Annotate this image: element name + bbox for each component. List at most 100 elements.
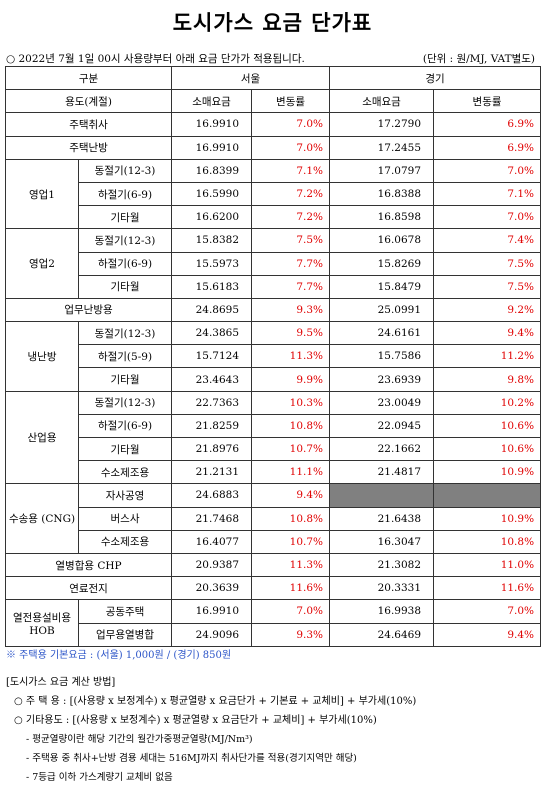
seoul-change: 7.7%: [251, 251, 331, 276]
gg-change: 10.2%: [433, 390, 542, 415]
seoul-rate: 16.4077: [171, 529, 253, 554]
season-label: 기타월: [77, 274, 173, 299]
season-label: 기타월: [77, 205, 173, 230]
gg-change: 11.0%: [433, 552, 542, 578]
gg-rate: 21.4817: [329, 460, 435, 485]
seoul-rate: 15.6183: [171, 274, 253, 299]
season-label: 동절기(12-3): [77, 228, 173, 253]
gg-change: 7.1%: [433, 181, 542, 207]
calc-heading: [도시가스 요금 계산 방법]: [6, 676, 116, 688]
gg-change: 9.4%: [433, 321, 542, 346]
seoul-change: 7.5%: [251, 228, 331, 253]
unit-label: (단위 : 원/MJ, VAT별도): [422, 53, 535, 65]
seoul-change: 9.5%: [251, 321, 331, 346]
gg-rate: 15.8479: [329, 274, 435, 299]
seoul-change: 7.7%: [251, 274, 331, 299]
header-seoul-change: 변동률: [251, 89, 331, 114]
gg-change-empty: [433, 483, 542, 508]
header-category: 구분: [4, 65, 173, 91]
table-row: 주택취사 16.9910 7.0% 17.2790 6.9%: [4, 112, 542, 137]
gg-change: 10.6%: [433, 436, 542, 462]
gg-rate: 15.8269: [329, 251, 435, 276]
seoul-rate: 16.9910: [171, 599, 253, 624]
season-label: 하절기(6-9): [77, 251, 173, 276]
gg-rate: 17.2455: [329, 135, 435, 160]
gg-change: 7.5%: [433, 251, 542, 276]
table-row: 수소제조용 16.4077 10.7% 16.3047 10.8%: [6, 529, 542, 554]
table-row: 하절기(6-9) 15.5973 7.7% 15.8269 7.5%: [6, 251, 542, 276]
header-seoul: 서울: [171, 65, 331, 91]
table-row: 주택난방 16.9910 7.0% 17.2455 6.9%: [4, 135, 542, 160]
season-label: 하절기(5-9): [77, 344, 173, 369]
seoul-change: 7.2%: [251, 181, 331, 207]
seoul-rate: 16.9910: [171, 135, 253, 160]
seoul-rate: 20.9387: [171, 552, 253, 578]
seoul-change: 7.1%: [251, 158, 331, 183]
usage-label: 업무난방용: [4, 297, 173, 323]
gg-rate: 20.3331: [329, 576, 435, 601]
seoul-change: 9.3%: [251, 622, 331, 647]
seoul-change: 7.0%: [251, 135, 331, 160]
gg-change: 9.2%: [433, 297, 542, 323]
gg-change: 7.0%: [433, 158, 542, 183]
season-label: 하절기(6-9): [77, 413, 173, 439]
calc-method: [도시가스 요금 계산 방법] ○ 주 택 용 : [(사용량 x 보정계수) …: [0, 673, 545, 787]
season-label: 기타월: [77, 436, 173, 462]
gg-rate: 25.0991: [329, 297, 435, 323]
seoul-change: 7.2%: [251, 205, 331, 230]
table-row: 수소제조용 21.2131 11.1% 21.4817 10.9%: [6, 460, 542, 485]
season-label: 하절기(6-9): [77, 181, 173, 207]
season-label: 버스사: [77, 506, 173, 531]
group-label: 영업1: [5, 158, 79, 230]
gg-change: 10.6%: [433, 413, 542, 439]
seoul-change: 10.7%: [251, 436, 331, 462]
season-label: 기타월: [77, 367, 173, 392]
basic-fee-note: ※ 주택용 기본요금 : (서울) 1,000원 / (경기) 850원: [6, 649, 232, 661]
usage-label: 주택난방: [4, 135, 173, 160]
season-label: 수소제조용: [77, 529, 173, 554]
table-row: 업무난방용 24.8695 9.3% 25.0991 9.2%: [4, 297, 542, 323]
table-row: 하절기(6-9) 21.8259 10.8% 22.0945 10.6%: [6, 413, 542, 439]
seoul-change: 11.6%: [251, 576, 331, 601]
header-seoul-retail: 소매요금: [171, 89, 253, 114]
seoul-change: 9.3%: [251, 297, 331, 323]
seoul-change: 10.8%: [251, 413, 331, 439]
table-row: 버스사 21.7468 10.8% 21.6438 10.9%: [6, 506, 542, 531]
seoul-change: 9.9%: [251, 367, 331, 392]
table-row: 냉난방 동절기(12-3) 24.3865 9.5% 24.6161 9.4%: [5, 321, 542, 392]
seoul-rate: 15.5973: [171, 251, 253, 276]
gg-rate: 16.9938: [329, 599, 435, 624]
usage-label: 주택취사: [4, 112, 173, 137]
gg-rate: 17.2790: [329, 112, 435, 137]
gg-change: 6.9%: [433, 135, 542, 160]
group-label: 냉난방: [5, 321, 79, 392]
header-gyeonggi: 경기: [329, 65, 542, 91]
table-row: 기타월 23.4643 9.9% 23.6939 9.8%: [6, 367, 542, 392]
gg-rate: 17.0797: [329, 158, 435, 183]
gg-rate: 21.6438: [329, 506, 435, 531]
gg-rate: 15.7586: [329, 344, 435, 369]
seoul-rate: 20.3639: [171, 576, 253, 601]
gg-rate: 21.3082: [329, 552, 435, 578]
seoul-change: 9.4%: [251, 483, 331, 508]
seoul-rate: 16.5990: [171, 181, 253, 207]
table-row: 연료전지 20.3639 11.6% 20.3331 11.6%: [4, 576, 542, 601]
season-label: 공동주택: [77, 599, 173, 624]
calc-note-cooking: - 주택용 중 취사+난방 겸용 세대는 516MJ까지 취사단가를 적용(경기…: [26, 752, 357, 764]
seoul-rate: 24.3865: [171, 321, 253, 346]
notice-line: ○ 2022년 7월 1일 00시 사용량부터 아래 요금 단가가 적용됩니다.…: [0, 52, 545, 66]
seoul-rate: 21.7468: [171, 506, 253, 531]
calc-other: ○ 기타용도 : [(사용량 x 보정계수) x 평균열량 x 요금단가 + 교…: [14, 714, 377, 726]
gg-change: 11.6%: [433, 576, 542, 601]
seoul-change: 7.0%: [251, 599, 331, 624]
seoul-change: 11.1%: [251, 460, 331, 485]
page-title: 도시가스 요금 단가표: [172, 10, 373, 35]
table-row: 열전용설비용 HOB 공동주택 16.9910 7.0% 16.9938 7.0…: [5, 599, 542, 647]
header-usage: 용도(계절): [4, 89, 173, 114]
usage-label: 연료전지: [4, 576, 173, 601]
gg-change: 10.9%: [433, 506, 542, 531]
seoul-rate: 16.6200: [171, 205, 253, 230]
seoul-change: 10.3%: [251, 390, 331, 415]
group-label: 수송용 (CNG): [5, 483, 79, 554]
gg-change: 7.0%: [433, 599, 542, 624]
